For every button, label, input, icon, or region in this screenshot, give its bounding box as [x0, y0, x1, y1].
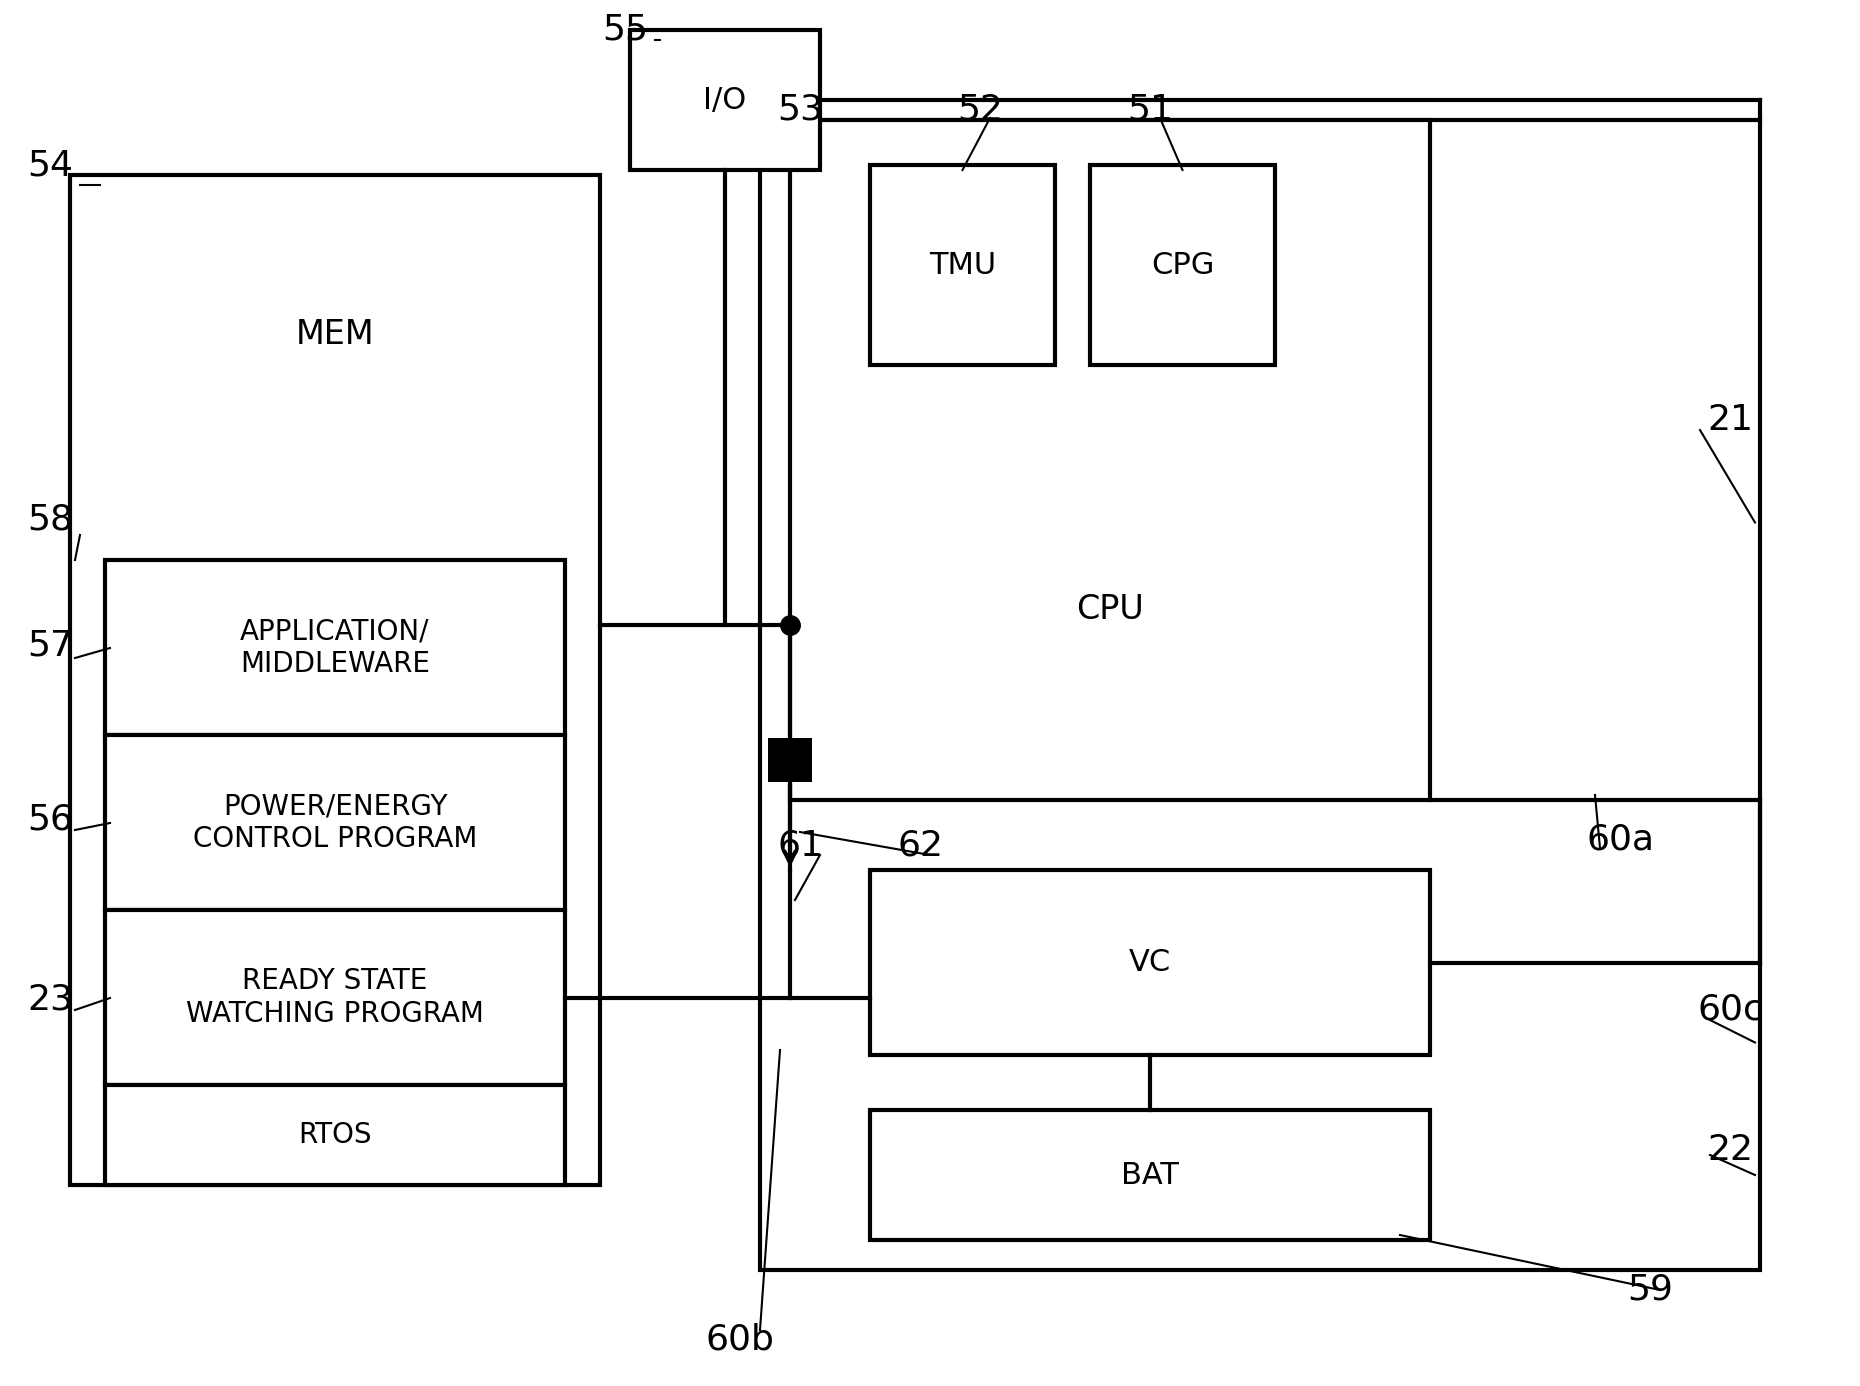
Text: 56: 56 — [28, 802, 73, 837]
Text: I/O: I/O — [703, 86, 746, 115]
Text: 55: 55 — [603, 12, 647, 47]
Bar — [790, 121, 1430, 800]
Text: 60b: 60b — [705, 1324, 774, 1357]
Bar — [104, 560, 565, 735]
Text: 58: 58 — [26, 503, 73, 536]
Text: VC: VC — [1129, 948, 1172, 977]
Text: 22: 22 — [1707, 1132, 1752, 1167]
Text: RTOS: RTOS — [298, 1121, 372, 1149]
Text: MEM: MEM — [296, 319, 374, 352]
Text: APPLICATION/
MIDDLEWARE: APPLICATION/ MIDDLEWARE — [240, 617, 430, 678]
Text: 53: 53 — [777, 93, 822, 128]
Text: BAT: BAT — [1122, 1160, 1179, 1189]
Text: POWER/ENERGY
CONTROL PROGRAM: POWER/ENERGY CONTROL PROGRAM — [193, 793, 478, 852]
Text: 54: 54 — [28, 148, 73, 182]
Bar — [104, 911, 565, 1085]
Text: 60c: 60c — [1696, 992, 1763, 1027]
Bar — [71, 175, 601, 1185]
Text: 62: 62 — [897, 827, 943, 862]
Bar — [761, 121, 1760, 1270]
Text: 60a: 60a — [1587, 823, 1654, 857]
Text: CPU: CPU — [1077, 593, 1144, 626]
Bar — [104, 1085, 565, 1185]
Bar — [768, 737, 813, 782]
Bar — [631, 30, 820, 170]
Bar — [104, 735, 565, 911]
Text: CPG: CPG — [1151, 251, 1215, 280]
Text: TMU: TMU — [928, 251, 997, 280]
Text: 52: 52 — [958, 93, 1003, 128]
Bar — [870, 165, 1055, 365]
Bar — [870, 870, 1430, 1055]
Bar — [870, 1110, 1430, 1240]
Bar — [1090, 165, 1274, 365]
Text: 61: 61 — [777, 827, 822, 862]
Text: 51: 51 — [1127, 93, 1174, 128]
Text: 23: 23 — [28, 983, 73, 1017]
Text: READY STATE
WATCHING PROGRAM: READY STATE WATCHING PROGRAM — [186, 967, 484, 1027]
Text: 21: 21 — [1707, 403, 1752, 437]
Text: 59: 59 — [1628, 1272, 1672, 1307]
Text: 57: 57 — [28, 628, 73, 663]
